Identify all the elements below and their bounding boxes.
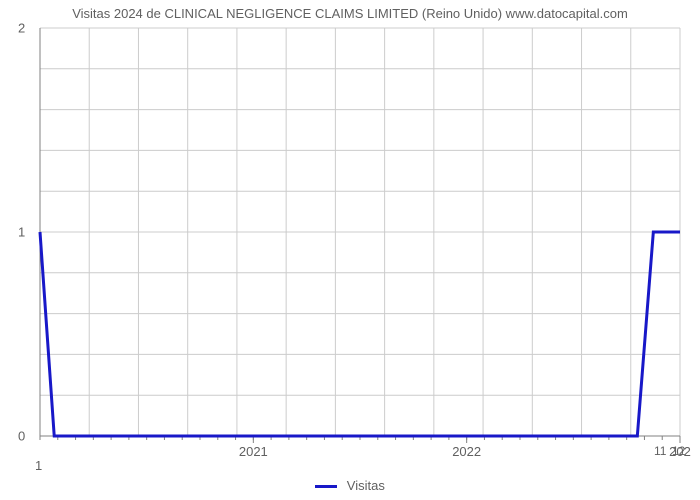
chart-svg bbox=[40, 28, 680, 444]
chart-plot-area bbox=[40, 28, 680, 436]
bottom-left-label: 1 bbox=[35, 458, 42, 473]
y-tick-label: 0 bbox=[18, 429, 25, 444]
y-tick-label: 1 bbox=[18, 225, 25, 240]
x-right-label: 12 bbox=[672, 444, 685, 458]
x-tick-label: 2022 bbox=[452, 444, 481, 459]
x-right-label: 11 bbox=[654, 444, 666, 458]
x-tick-label: 2021 bbox=[239, 444, 268, 459]
legend-label: Visitas bbox=[347, 478, 385, 493]
legend-swatch bbox=[315, 485, 337, 488]
legend: Visitas bbox=[0, 478, 700, 493]
y-tick-label: 2 bbox=[18, 21, 25, 36]
chart-title: Visitas 2024 de CLINICAL NEGLIGENCE CLAI… bbox=[0, 6, 700, 21]
